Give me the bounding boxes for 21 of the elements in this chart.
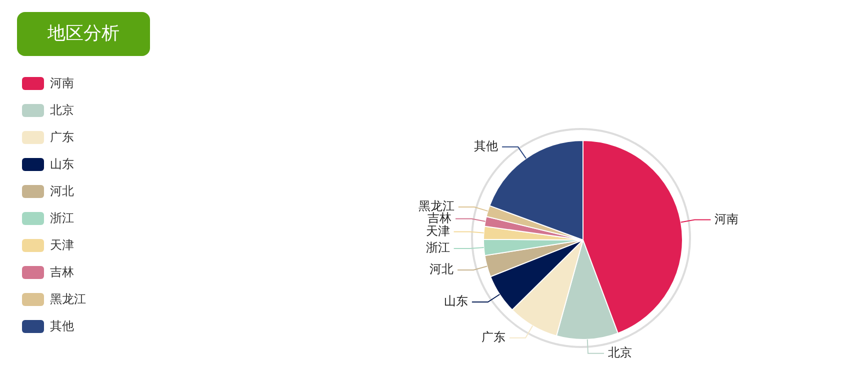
legend-label: 山东 — [50, 156, 74, 173]
chart-title: 地区分析 — [17, 12, 150, 56]
slice-label: 天津 — [426, 224, 450, 238]
slice-label: 河北 — [430, 262, 454, 276]
slice-label: 山东 — [444, 294, 468, 308]
slice-label: 黑龙江 — [418, 199, 454, 214]
legend-label: 河南 — [50, 75, 74, 92]
legend-label: 北京 — [50, 102, 74, 119]
slice-label: 其他 — [474, 139, 498, 154]
slice-label: 广东 — [482, 330, 506, 344]
legend-label: 其他 — [50, 318, 74, 335]
legend-label: 天津 — [50, 237, 74, 254]
slice-label: 浙江 — [426, 240, 450, 255]
slice-label: 北京 — [608, 346, 632, 360]
slice-label: 河南 — [714, 212, 739, 226]
legend-label: 广东 — [50, 129, 74, 146]
legend-label: 吉林 — [50, 264, 74, 281]
legend-label: 黑龙江 — [50, 291, 86, 308]
slice-label: 吉林 — [428, 210, 452, 225]
legend-label: 浙江 — [50, 210, 74, 227]
legend-label: 河北 — [50, 183, 74, 200]
